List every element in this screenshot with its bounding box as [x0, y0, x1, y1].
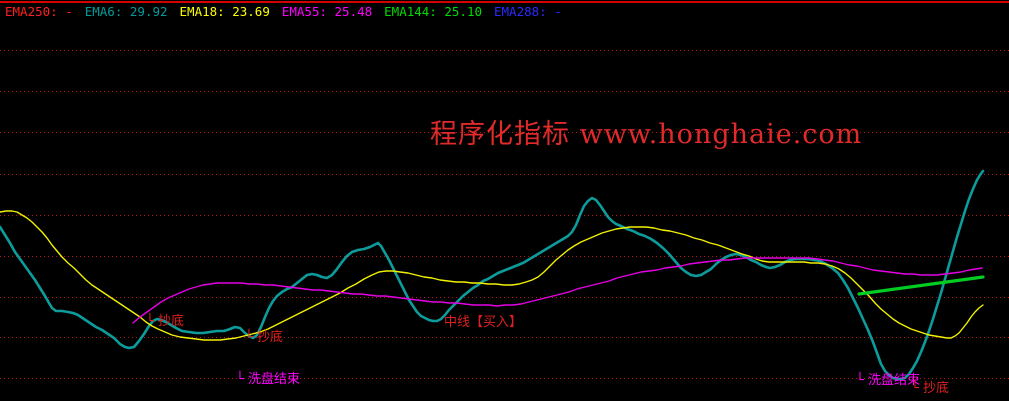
series-green-trendline: [857, 275, 985, 296]
dotted-gridline: [0, 378, 1009, 379]
dotted-gridline: [0, 174, 1009, 175]
signal-label-chaodi-3: └ 抄底: [911, 381, 949, 396]
ema-readout-ema6: EMA6: 29.92: [84, 4, 168, 19]
series-EMA6: [0, 169, 985, 381]
series-EMA18: [0, 210, 984, 341]
signal-label-xipan-end-2: └ 洗盘结束: [856, 373, 920, 388]
ema-readout-ema55: EMA55: 25.48: [281, 4, 373, 19]
dotted-gridline: [0, 132, 1009, 133]
signal-label-chaodi-2: └ 抄底: [245, 330, 283, 345]
dotted-gridline: [0, 297, 1009, 298]
dotted-gridline: [0, 256, 1009, 257]
top-border-line: [0, 1, 1009, 3]
ema-readout-ema144: EMA144: 25.10: [384, 4, 482, 19]
signal-label-chaodi-1: └ 抄底: [146, 314, 184, 329]
watermark: 程序化指标 www.honghaie.com: [430, 119, 863, 150]
dotted-gridline: [0, 50, 1009, 51]
dotted-gridline: [0, 91, 1009, 92]
ema-readout-ema288: EMA288: -: [494, 4, 562, 19]
ema-readout-ema250: EMA250: -: [5, 4, 73, 19]
series-EMA55: [132, 257, 983, 324]
dotted-gridline: [0, 337, 1009, 338]
dotted-gridline: [0, 215, 1009, 216]
signal-label-xipan-end-1: └ 洗盘结束: [236, 372, 300, 387]
indicator-header: EMA250: - EMA6: 29.92 EMA18: 23.69 EMA55: 2…: [5, 5, 562, 19]
signal-label-zhongxian-buy: 中线【买入】: [444, 315, 523, 330]
ema-readout-ema18: EMA18: 23.69: [179, 4, 270, 19]
